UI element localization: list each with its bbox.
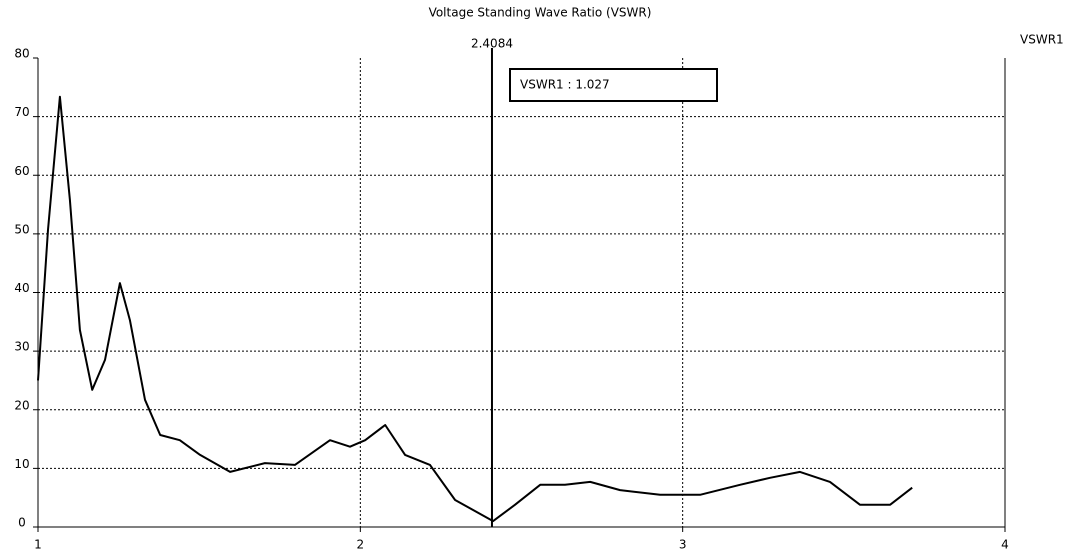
legend-label: VSWR1 xyxy=(1020,33,1064,47)
y-tick-label: 30 xyxy=(14,340,29,354)
y-tick-label: 20 xyxy=(14,398,29,412)
x-tick-label: 3 xyxy=(679,538,687,549)
y-tick-label: 10 xyxy=(14,457,29,471)
y-tick-label: 70 xyxy=(14,105,29,119)
chart-title: Voltage Standing Wave Ratio (VSWR) xyxy=(429,6,652,20)
y-tick-label: 0 xyxy=(18,516,26,530)
readout-box xyxy=(509,68,718,102)
y-tick-label: 60 xyxy=(14,164,29,178)
x-tick-label: 2 xyxy=(357,538,365,549)
data-line xyxy=(37,95,913,523)
y-tick-label: 40 xyxy=(14,281,29,295)
x-tick-label: 4 xyxy=(1001,538,1009,549)
marker-x-label: 2.4084 xyxy=(471,37,513,51)
y-tick-label: 80 xyxy=(14,47,29,61)
readout-label: VSWR1 : 1.027 xyxy=(520,78,610,92)
y-tick-label: 50 xyxy=(14,222,29,236)
x-tick-label: 1 xyxy=(34,538,42,549)
